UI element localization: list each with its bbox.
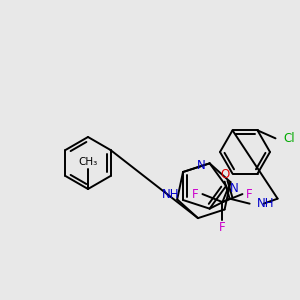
Text: Cl: Cl [284,132,295,145]
Text: N: N [230,182,239,194]
Text: F: F [219,220,226,234]
Text: NH: NH [256,197,274,210]
Text: F: F [192,188,199,201]
Text: O: O [220,168,229,181]
Text: NH: NH [161,188,179,201]
Text: CH₃: CH₃ [78,157,98,167]
Text: F: F [246,188,253,201]
Text: N: N [197,159,206,172]
